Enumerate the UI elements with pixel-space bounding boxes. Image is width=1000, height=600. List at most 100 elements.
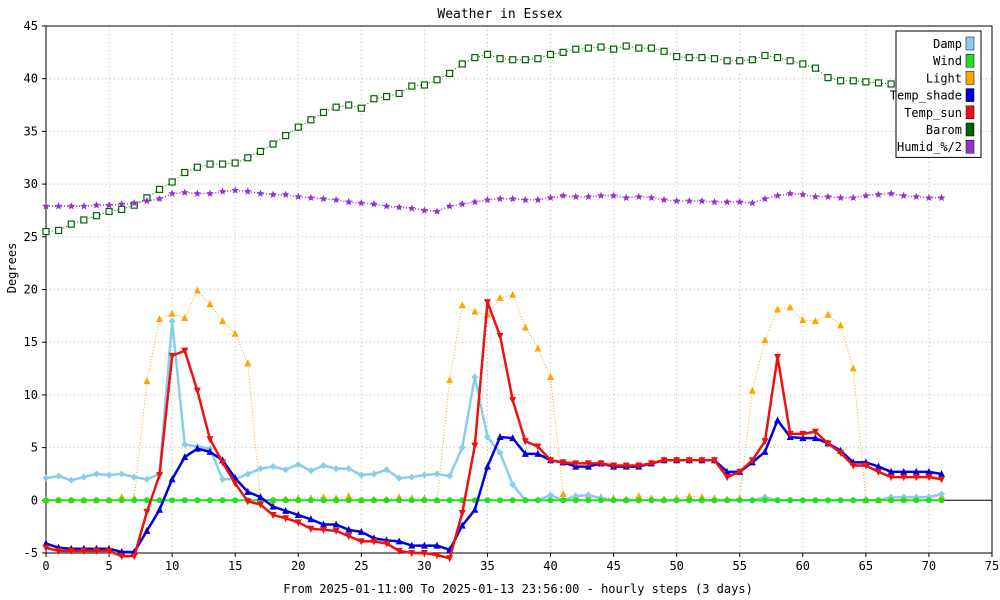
barom-point — [862, 78, 870, 86]
humid-2-point — [887, 189, 895, 197]
temp-shade-point — [774, 416, 782, 424]
temp-sun-point — [357, 538, 365, 546]
temp-sun-point — [660, 457, 668, 465]
light-point — [219, 317, 227, 325]
x-tick-label: 15 — [228, 559, 242, 573]
damp-point — [219, 475, 227, 483]
damp-point — [105, 471, 113, 479]
temp-sun-point — [408, 550, 416, 557]
temp-sun-point — [181, 347, 189, 355]
series-line-light — [46, 290, 942, 501]
humid-2-point — [67, 202, 76, 210]
temp-shade-point — [811, 434, 819, 442]
temp-sun-point — [837, 449, 845, 457]
humid-2-point — [483, 195, 492, 204]
wind-point — [181, 497, 188, 504]
barom-point — [521, 56, 529, 64]
wind-point — [635, 497, 642, 504]
series-barom — [42, 42, 946, 236]
wind-point — [749, 497, 756, 504]
damp-point — [395, 474, 403, 482]
temp-sun-point — [824, 440, 832, 448]
barom-point — [92, 212, 101, 220]
barom-point — [710, 55, 719, 63]
barom-point — [559, 48, 567, 56]
barom-point — [332, 103, 340, 111]
damp-point — [572, 492, 580, 500]
temp-shade-point — [256, 493, 264, 501]
temp-sun-point — [130, 553, 138, 561]
temp-sun-point — [458, 509, 466, 517]
barom-point — [685, 54, 693, 62]
humid-2-point — [496, 194, 504, 203]
humid-2-point — [433, 207, 441, 215]
x-tick-label: 30 — [417, 559, 431, 573]
barom-point — [42, 227, 50, 236]
temp-sun-point — [383, 540, 391, 548]
barom-point — [256, 147, 265, 156]
humid-2-point — [105, 201, 113, 209]
barom-point — [635, 44, 643, 52]
humid-2-point — [244, 187, 252, 195]
temp-sun-point — [332, 527, 340, 535]
humid-2-point — [256, 189, 265, 197]
humid-2-point — [735, 198, 744, 206]
wind-point — [333, 497, 340, 504]
humid-2-point — [836, 193, 845, 202]
wind-point — [383, 497, 390, 504]
humid-2-point — [269, 190, 277, 198]
light-point — [849, 364, 857, 372]
humid-2-point — [458, 200, 467, 208]
wind-point — [812, 497, 819, 504]
wind-point — [345, 497, 352, 504]
humid-2-point — [206, 189, 214, 197]
humid-2-point — [925, 193, 933, 202]
legend-swatch — [965, 105, 975, 120]
legend-label: Damp — [933, 37, 962, 51]
humid-2-point — [597, 191, 605, 199]
barom-point — [193, 163, 201, 171]
humid-2-point — [571, 192, 580, 200]
wind-point — [131, 497, 138, 504]
temp-sun-point — [938, 476, 946, 484]
humid-2-point — [344, 198, 353, 206]
humid-2-point — [698, 196, 706, 205]
series-line-barom — [45, 45, 942, 233]
damp-point — [471, 373, 479, 381]
barom-point — [698, 54, 706, 62]
wind-point — [219, 497, 226, 504]
legend-label: Temp_sun — [904, 106, 962, 120]
damp-point — [319, 462, 327, 470]
temp-sun-point — [698, 457, 706, 465]
damp-point — [181, 440, 189, 448]
temp-sun-point — [584, 460, 592, 468]
barom-point — [395, 89, 403, 98]
y-tick-label: 25 — [24, 230, 38, 244]
humid-2-point — [307, 193, 315, 202]
damp-point — [307, 467, 315, 475]
wind-point — [80, 497, 87, 504]
wind-point — [787, 497, 794, 504]
light-point — [231, 329, 239, 337]
damp-point — [92, 470, 100, 478]
temp-sun-point — [269, 512, 277, 520]
damp-point — [130, 473, 138, 481]
light-point — [824, 310, 832, 318]
x-tick-label: 40 — [543, 559, 557, 573]
light-point — [168, 309, 176, 317]
humid-2-point — [80, 202, 88, 210]
barom-point — [357, 104, 365, 112]
light-point — [471, 307, 479, 315]
humid-2-point — [508, 194, 517, 203]
temp-sun-point — [874, 468, 882, 476]
wind-point — [673, 497, 680, 504]
humid-2-point — [357, 199, 366, 207]
y-tick-label: 40 — [24, 72, 38, 86]
temp-sun-point — [168, 352, 176, 360]
damp-point — [80, 473, 88, 481]
temp-shade-point — [887, 467, 895, 475]
temp-shade-point — [156, 505, 164, 513]
humid-2-point — [332, 195, 340, 204]
barom-point — [887, 80, 895, 88]
temp-shade-point — [900, 467, 908, 475]
